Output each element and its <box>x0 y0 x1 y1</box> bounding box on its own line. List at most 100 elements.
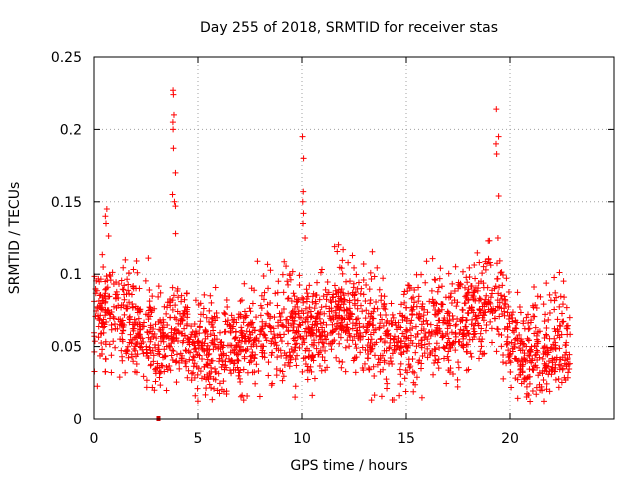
data-point <box>454 383 461 390</box>
data-point <box>196 324 203 331</box>
data-point <box>119 357 126 364</box>
data-point <box>310 357 317 364</box>
data-point <box>300 310 307 317</box>
data-point <box>384 327 391 334</box>
x-axis-label: GPS time / hours <box>290 458 407 474</box>
data-point <box>199 356 206 363</box>
data-point <box>137 308 144 315</box>
data-point <box>208 357 215 364</box>
spike-point <box>300 188 307 195</box>
data-point <box>418 342 425 349</box>
data-point <box>175 320 182 327</box>
data-point <box>223 352 230 359</box>
data-point <box>489 339 496 346</box>
data-point <box>106 293 113 300</box>
data-point <box>127 336 134 343</box>
data-point <box>362 297 369 304</box>
data-point <box>487 294 494 301</box>
data-point <box>541 318 548 325</box>
data-point <box>224 303 231 310</box>
data-point <box>537 387 544 394</box>
data-point <box>128 351 135 358</box>
data-point <box>204 333 211 340</box>
data-point <box>206 381 213 388</box>
data-point <box>518 380 525 387</box>
data-point <box>255 367 262 374</box>
data-point <box>424 309 431 316</box>
data-point <box>382 306 389 313</box>
data-point <box>102 307 109 314</box>
data-point <box>197 318 204 325</box>
data-point <box>444 353 451 360</box>
data-point <box>525 337 532 344</box>
data-point <box>274 289 281 296</box>
data-point <box>530 367 537 374</box>
data-point <box>144 329 151 336</box>
data-point <box>272 290 279 297</box>
data-point <box>257 302 264 309</box>
data-point <box>129 283 136 290</box>
data-point <box>345 290 352 297</box>
data-point <box>415 284 422 291</box>
data-point <box>389 397 396 404</box>
data-point <box>360 291 367 298</box>
data-point <box>207 331 214 338</box>
data-point <box>147 347 154 354</box>
data-point <box>445 309 452 316</box>
data-point <box>486 237 493 244</box>
data-point <box>412 349 419 356</box>
data-point <box>434 288 441 295</box>
data-point <box>236 375 243 382</box>
data-point <box>319 329 326 336</box>
data-point <box>411 287 418 294</box>
data-point <box>244 392 251 399</box>
data-point <box>423 317 430 324</box>
data-point <box>407 363 414 370</box>
y-tick-label: 0.15 <box>51 195 82 211</box>
data-point <box>361 360 368 367</box>
data-point <box>476 295 483 302</box>
data-point <box>329 321 336 328</box>
data-point <box>219 357 226 364</box>
spike-point <box>493 106 500 113</box>
data-point <box>140 373 147 380</box>
data-point <box>546 310 553 317</box>
data-point <box>278 338 285 345</box>
data-point <box>142 277 149 284</box>
data-point <box>119 330 126 337</box>
data-point <box>306 304 313 311</box>
data-point <box>125 354 132 361</box>
data-point <box>497 269 504 276</box>
data-point <box>514 319 521 326</box>
data-point <box>120 286 127 293</box>
data-point <box>108 352 115 359</box>
data-point <box>438 283 445 290</box>
data-point <box>517 340 524 347</box>
data-point <box>253 314 260 321</box>
data-point <box>145 354 152 361</box>
data-point <box>475 312 482 319</box>
data-point <box>130 266 137 273</box>
data-point <box>408 317 415 324</box>
data-point <box>521 354 528 361</box>
data-point <box>310 290 317 297</box>
data-point <box>505 303 512 310</box>
data-point <box>381 357 388 364</box>
data-point <box>496 284 503 291</box>
data-point <box>308 326 315 333</box>
data-point <box>443 320 450 327</box>
data-point <box>483 322 490 329</box>
data-point <box>483 260 490 267</box>
data-point <box>526 366 533 373</box>
data-point <box>267 324 274 331</box>
data-point <box>426 351 433 358</box>
data-point <box>217 329 224 336</box>
data-point <box>194 385 201 392</box>
data-point <box>324 278 331 285</box>
data-point <box>220 378 227 385</box>
spike-point <box>169 119 176 126</box>
data-point <box>190 369 197 376</box>
data-point <box>256 393 263 400</box>
data-point <box>350 357 357 364</box>
data-point <box>122 256 129 263</box>
